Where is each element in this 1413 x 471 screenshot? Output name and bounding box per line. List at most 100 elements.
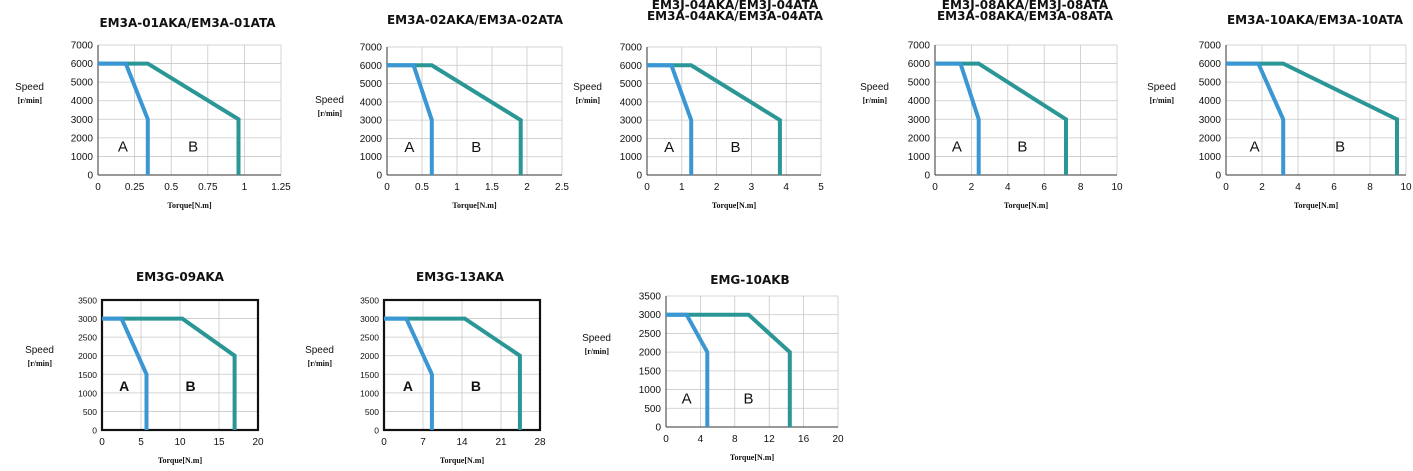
y-tick-label: 4000 [71, 96, 94, 107]
y-tick-label: 1000 [620, 152, 643, 163]
x-axis-label: Torque[N.m] [729, 453, 775, 462]
x-tick-label: 28 [534, 437, 546, 448]
chart-title-line: EM3A-10AKA/EM3A-10ATA [1226, 13, 1404, 27]
y-tick-label: 1000 [71, 152, 94, 163]
x-tick-label: 4 [1005, 182, 1011, 193]
y-tick-label: 0 [655, 423, 661, 434]
x-tick-label: 10 [1111, 182, 1123, 193]
x-axis-label: Torque[N.m] [439, 456, 485, 465]
y-tick-label: 3000 [78, 314, 97, 324]
zone-b-curve [666, 312, 792, 427]
x-tick-label: 14 [456, 437, 468, 448]
x-tick-label: 1.25 [271, 182, 291, 193]
x-axis-label: Torque[N.m] [167, 201, 212, 210]
y-tick-label: 6000 [1199, 59, 1222, 70]
y-axis-label: Speed [573, 82, 602, 93]
x-tick-label: 0.25 [125, 182, 145, 193]
chart-title-line: EMG-10AKB [710, 273, 790, 287]
y-tick-label: 1500 [360, 370, 379, 380]
chart-title-line: EM3A-02AKA/EM3A-02ATA [386, 13, 564, 27]
y-tick-label: 6000 [908, 59, 931, 70]
y-tick-label: 500 [83, 407, 97, 417]
plot-area: 0 2 4 6 8 10 0 1000 2000 3000 4000 5000 6000 7000 A B [908, 41, 1123, 194]
zone-a-curve [935, 61, 981, 175]
zone-b-label: B [185, 378, 195, 394]
x-tick-label: 15 [213, 437, 225, 448]
y-tick-label: 2000 [639, 348, 662, 359]
zone-a-label: A [404, 139, 414, 156]
y-axis-unit: [r/min] [584, 347, 609, 356]
x-tick-label: 0.75 [198, 182, 218, 193]
y-axis-label: Speed [315, 95, 344, 106]
y-tick-label: 5000 [908, 78, 931, 89]
y-tick-label: 0 [1215, 171, 1221, 182]
y-axis-label: Speed [25, 345, 54, 356]
x-tick-label: 8 [732, 434, 738, 445]
x-tick-label: 4 [783, 182, 789, 193]
y-axis-label: Speed [305, 345, 334, 356]
y-tick-label: 1000 [78, 388, 97, 398]
plot-area: 0 0.25 0.5 0.75 1 1.25 0 1000 2000 3000 4000 5000 60… [71, 41, 291, 194]
chart-title-line: EM3A-08AKA/EM3A-08ATA [936, 9, 1114, 23]
y-tick-label: 2500 [639, 329, 662, 340]
x-tick-label: 12 [764, 434, 776, 445]
x-tick-label: 2 [1259, 182, 1265, 193]
zone-a-label: A [664, 139, 674, 156]
y-axis-unit: [r/min] [307, 359, 332, 368]
zone-b-label: B [1335, 139, 1345, 156]
y-tick-label: 5000 [620, 79, 643, 90]
y-tick-label: 2000 [1199, 133, 1222, 144]
zone-b-label: B [1017, 139, 1027, 156]
y-tick-label: 7000 [1199, 41, 1222, 52]
chart-title: EM3A-02AKA/EM3A-02ATA [370, 13, 580, 27]
x-tick-label: 1.5 [485, 182, 499, 193]
zone-a-curve [647, 63, 694, 175]
y-tick-label: 4000 [1199, 96, 1222, 107]
chart-title: EM3G-13AKA [380, 271, 540, 283]
y-tick-label: 1500 [639, 366, 662, 377]
x-tick-label: 0.5 [164, 182, 178, 193]
y-axis-unit: [r/min] [317, 109, 342, 118]
zone-a-curve [666, 312, 710, 427]
zone-b-curve [384, 316, 522, 430]
y-tick-label: 0 [924, 171, 930, 182]
zone-a-label: A [1250, 139, 1260, 156]
y-tick-label: 3000 [1199, 115, 1222, 126]
y-axis-unit: [r/min] [1149, 96, 1174, 105]
y-tick-label: 1000 [360, 152, 383, 163]
x-tick-label: 0 [663, 434, 669, 445]
zone-a-label: A [952, 139, 962, 156]
x-tick-label: 0 [381, 437, 387, 448]
y-tick-label: 2000 [360, 351, 379, 361]
x-axis-label: Torque[N.m] [711, 201, 757, 210]
zone-a-curve [98, 61, 150, 175]
chart-title-line: EM3A-04AKA/EM3A-04ATA [646, 9, 824, 23]
y-tick-label: 4000 [360, 97, 383, 108]
x-tick-label: 7 [420, 437, 426, 448]
x-tick-label: 16 [798, 434, 810, 445]
zone-a-curve [387, 63, 434, 175]
x-tick-label: 8 [1367, 182, 1373, 193]
x-tick-label: 1 [679, 182, 685, 193]
y-tick-label: 7000 [620, 43, 643, 54]
zone-a-label: A [118, 139, 128, 156]
x-tick-label: 0 [95, 182, 101, 193]
y-tick-label: 500 [644, 404, 661, 415]
plot-area: 0 0.5 1 1.5 2 2.5 0 1000 2000 3000 4000 5000 6000 700… [360, 43, 570, 194]
y-tick-label: 3500 [78, 296, 97, 306]
y-axis-unit: [r/min] [575, 96, 600, 105]
y-tick-label: 1000 [360, 388, 379, 398]
zone-a-label: A [682, 390, 692, 407]
x-tick-label: 0 [644, 182, 650, 193]
plot-frame [100, 298, 260, 432]
y-tick-label: 5000 [71, 78, 94, 89]
y-tick-label: 3000 [71, 115, 94, 126]
plot-area: 0 2 4 6 8 10 0 1000 2000 3000 4000 5000 6000 7000 A B [1199, 41, 1412, 194]
y-tick-label: 0 [376, 171, 382, 182]
y-axis-unit: [r/min] [17, 96, 42, 105]
y-tick-label: 3000 [360, 116, 383, 127]
x-tick-label: 2 [714, 182, 720, 193]
